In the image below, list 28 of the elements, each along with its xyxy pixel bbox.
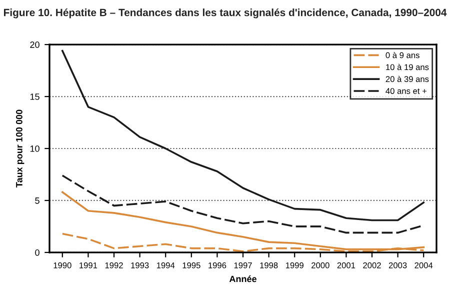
- x-tick-label: 2004: [414, 262, 433, 268]
- x-tick-label: 2000: [312, 262, 330, 268]
- x-tick-label: 1992: [105, 262, 123, 268]
- x-tick-label: 1994: [156, 262, 175, 268]
- y-tick-label: 5: [35, 198, 40, 204]
- x-tick-label: 2002: [363, 262, 381, 268]
- x-tick-label: 1997: [234, 262, 252, 268]
- legend-label: 0 à 9 ans: [386, 52, 420, 58]
- chart-title: Figure 10. Hépatite B – Tendances dans les taux signalés d'incidence, Canada, 1990–2004: [4, 8, 447, 18]
- x-tick-label: 2003: [388, 262, 407, 268]
- legend-label: 20 à 39 ans: [386, 76, 429, 82]
- x-tick-label: 1990: [54, 262, 72, 268]
- y-tick-label: 20: [30, 42, 40, 48]
- x-tick-label: 1998: [260, 262, 278, 268]
- x-tick-label: 1996: [208, 262, 226, 268]
- x-tick-label: 2001: [337, 262, 356, 268]
- y-axis-title: Taux pour 100 000: [16, 110, 24, 188]
- x-axis-title: Année: [229, 275, 256, 282]
- x-tick-label: 1999: [286, 262, 304, 268]
- x-tick-label: 1995: [182, 262, 200, 268]
- legend-label: 40 ans et +: [386, 88, 427, 94]
- x-tick-label: 1993: [131, 262, 149, 268]
- line-series: [61, 191, 425, 250]
- legend-label: 10 à 19 ans: [386, 64, 429, 70]
- x-tick-label: 1991: [80, 262, 98, 268]
- y-tick-label: 0: [35, 249, 40, 256]
- y-tick-label: 10: [30, 145, 40, 152]
- y-tick-label: 15: [30, 94, 40, 100]
